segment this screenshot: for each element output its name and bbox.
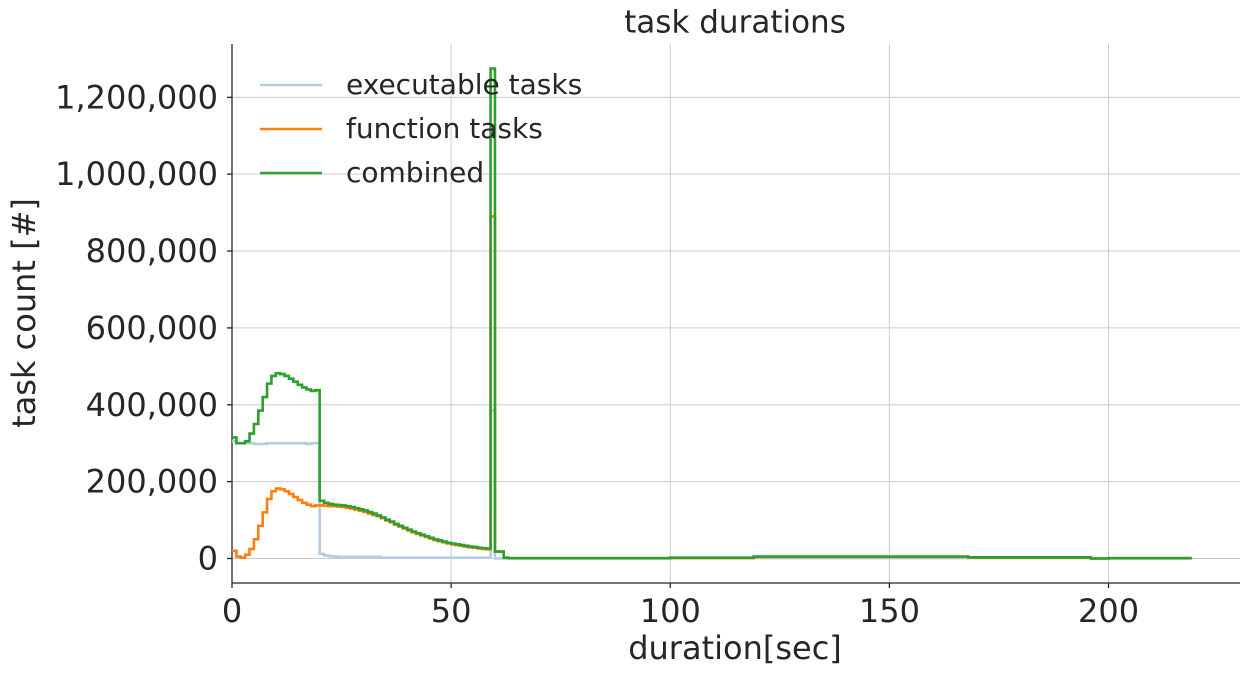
y-tick-label: 200,000 xyxy=(86,463,218,501)
y-tick-label: 800,000 xyxy=(86,232,218,270)
y-axis-label: task count [#] xyxy=(5,198,43,428)
x-tick-label: 200 xyxy=(1078,592,1139,630)
y-tick-label: 1,200,000 xyxy=(55,78,218,116)
legend-label: executable tasks xyxy=(346,68,582,101)
series-line xyxy=(232,215,1192,560)
y-tick-label: 0 xyxy=(198,540,218,578)
y-tick-label: 1,000,000 xyxy=(55,155,218,193)
y-tick-label: 600,000 xyxy=(86,309,218,347)
x-tick-label: 0 xyxy=(222,592,242,630)
x-tick-label: 100 xyxy=(640,592,701,630)
chart-title: task durations xyxy=(624,5,846,41)
x-axis-label: duration[sec] xyxy=(628,629,842,667)
x-tick-label: 150 xyxy=(859,592,920,630)
series-line xyxy=(232,409,1192,560)
legend-label: function tasks xyxy=(346,112,543,145)
x-tick-label: 50 xyxy=(431,592,472,630)
legend-label: combined xyxy=(346,156,484,189)
series-line xyxy=(232,67,1192,560)
y-tick-label: 400,000 xyxy=(86,386,218,424)
